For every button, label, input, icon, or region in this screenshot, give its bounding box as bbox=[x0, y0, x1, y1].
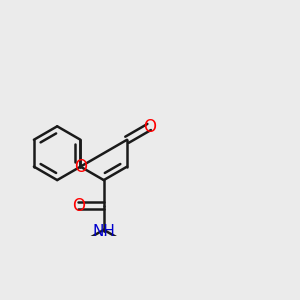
Text: O: O bbox=[74, 158, 87, 175]
Text: O: O bbox=[72, 196, 85, 214]
Text: NH: NH bbox=[92, 224, 115, 239]
Text: O: O bbox=[143, 118, 156, 136]
